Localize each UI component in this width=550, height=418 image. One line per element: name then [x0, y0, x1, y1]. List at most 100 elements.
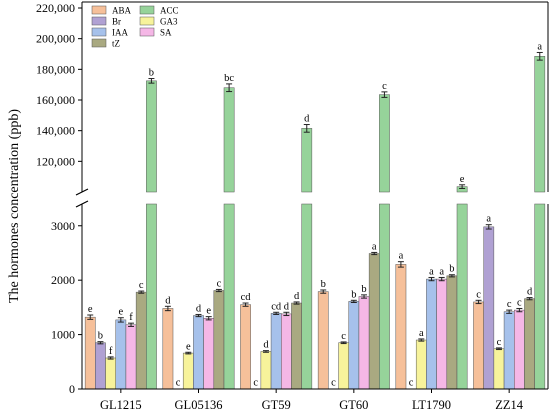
sig-letter: a [429, 266, 434, 277]
bar-tZ-GT60 [368, 253, 380, 390]
x-tick-label: LT1790 [412, 398, 451, 412]
legend-label-Br: Br [112, 17, 121, 27]
sig-letter: c [139, 280, 144, 291]
bar-IAA-GL05136 [193, 315, 204, 390]
sig-letter: c [176, 378, 181, 389]
legend-label-GA3: GA3 [160, 17, 178, 27]
bar-ABA-ZZ14 [473, 301, 484, 390]
axes: GL1215 GL05136 GT59 GT60 LT1790 ZZ14 0 1000 2000… [36, 1, 549, 412]
sig-letter: e [186, 341, 191, 352]
sig-letter: f [129, 312, 133, 323]
bar-SA-LT1790 [436, 278, 448, 390]
bar-IAA-GT59 [270, 313, 282, 390]
y-tick-label: 3000 [51, 219, 75, 233]
y-tick-label: 200,000 [36, 32, 75, 46]
axis-break-mark [75, 188, 89, 196]
sig-letter: b [351, 289, 356, 300]
bar-ABA-GL1215 [84, 316, 96, 390]
bar-GA3-ZZ14 [493, 348, 505, 390]
bar-tZ-GL1215 [135, 291, 147, 390]
sig-letter: cd [271, 301, 282, 312]
sig-letter: e [118, 307, 123, 318]
bar-Br-ZZ14 [483, 226, 495, 390]
bar-SA-GL05136 [203, 318, 215, 390]
sig-letter: d [527, 287, 533, 298]
legend-swatch-IAA [91, 27, 107, 37]
legend-swatch-Br [91, 16, 107, 26]
bar-SA-GT60 [358, 296, 370, 390]
legend-swatch-SA [139, 27, 155, 37]
bar-ACC-LT1790-lower [456, 203, 468, 390]
sig-letter: a [439, 266, 444, 277]
sig-letter: c [382, 81, 387, 92]
sig-letter: c [507, 299, 512, 310]
bar-IAA-GL1215 [115, 319, 127, 390]
sig-letter: b [321, 279, 326, 290]
sig-letter: e [460, 174, 465, 185]
bar-tZ-GT59 [291, 302, 302, 390]
legend-label-ABA: ABA [112, 6, 132, 16]
sig-letter: b [98, 331, 103, 342]
sig-letter: a [537, 41, 542, 52]
bar-ACC-GT59-lower [301, 203, 313, 390]
y-axis-label: The hormones concentration (ppb) [7, 109, 22, 303]
sig-letter: c [331, 378, 336, 389]
x-tick-label: GL1215 [100, 398, 142, 412]
bar-ABA-GT60 [317, 291, 329, 390]
legend-label-SA: SA [160, 28, 172, 38]
legend-label-ACC: ACC [160, 6, 179, 16]
bar-ACC-ZZ14-lower [534, 203, 546, 390]
bar-ACC-GL1215-lower [146, 203, 157, 390]
axis-break-mark [75, 200, 89, 208]
sig-letter: bc [224, 73, 234, 84]
sig-letter: c [217, 278, 222, 289]
sig-letter: c [253, 378, 258, 389]
bar-ACC-GT60-lower [379, 203, 390, 390]
y-tick-label: 2000 [51, 273, 75, 287]
bar-GA3-GT59 [260, 351, 272, 390]
y-tick-label: 1000 [51, 328, 75, 342]
sig-letter: a [419, 328, 424, 339]
sig-letter: d [304, 114, 310, 125]
legend-swatch-ABA [91, 5, 107, 15]
sig-letter: a [486, 214, 491, 225]
bar-tZ-ZZ14 [524, 298, 535, 390]
sig-letter: d [294, 291, 300, 302]
bar-ABA-GT59 [240, 304, 251, 390]
legend-label-tZ: tZ [112, 39, 120, 49]
y-tick-label: 140,000 [36, 124, 75, 138]
y-tick-label: 120,000 [36, 154, 75, 168]
sig-letter: e [88, 304, 93, 315]
bar-tZ-GL05136 [213, 290, 225, 390]
legend-swatch-tZ [91, 38, 107, 48]
x-tick-label: GT59 [262, 398, 291, 412]
sig-letter: b [449, 264, 454, 275]
bar-SA-ZZ14 [514, 309, 525, 390]
sig-letter: b [149, 68, 154, 79]
sig-letter: d [284, 301, 290, 312]
sig-letter: d [263, 340, 269, 351]
sig-letter: cd [241, 292, 252, 303]
bar-tZ-LT1790 [446, 275, 458, 390]
bar-ACC-GT59 [301, 128, 313, 193]
bar-IAA-ZZ14 [503, 311, 515, 390]
sig-letter: c [341, 331, 346, 342]
sig-letter: d [196, 303, 202, 314]
sig-letter: c [476, 289, 481, 300]
bar-GA3-GT60 [338, 342, 349, 390]
bar-SA-GL1215 [125, 324, 137, 390]
bar-IAA-LT1790 [426, 278, 437, 390]
x-tick-label: GT60 [339, 398, 368, 412]
bar-GA3-GL05136 [182, 352, 194, 390]
bar-ACC-GT60 [379, 94, 390, 193]
bar-ABA-LT1790 [395, 264, 407, 390]
bar-ACC-GL05136-lower [223, 203, 235, 390]
sig-letter: c [409, 378, 414, 389]
bar-IAA-GT60 [348, 301, 360, 390]
x-tick-label: GL05136 [175, 398, 223, 412]
y-tick-label: 0 [69, 382, 75, 396]
sig-letter: c [517, 297, 522, 308]
legend-swatch-GA3 [139, 16, 155, 26]
sig-letter: c [497, 337, 502, 348]
